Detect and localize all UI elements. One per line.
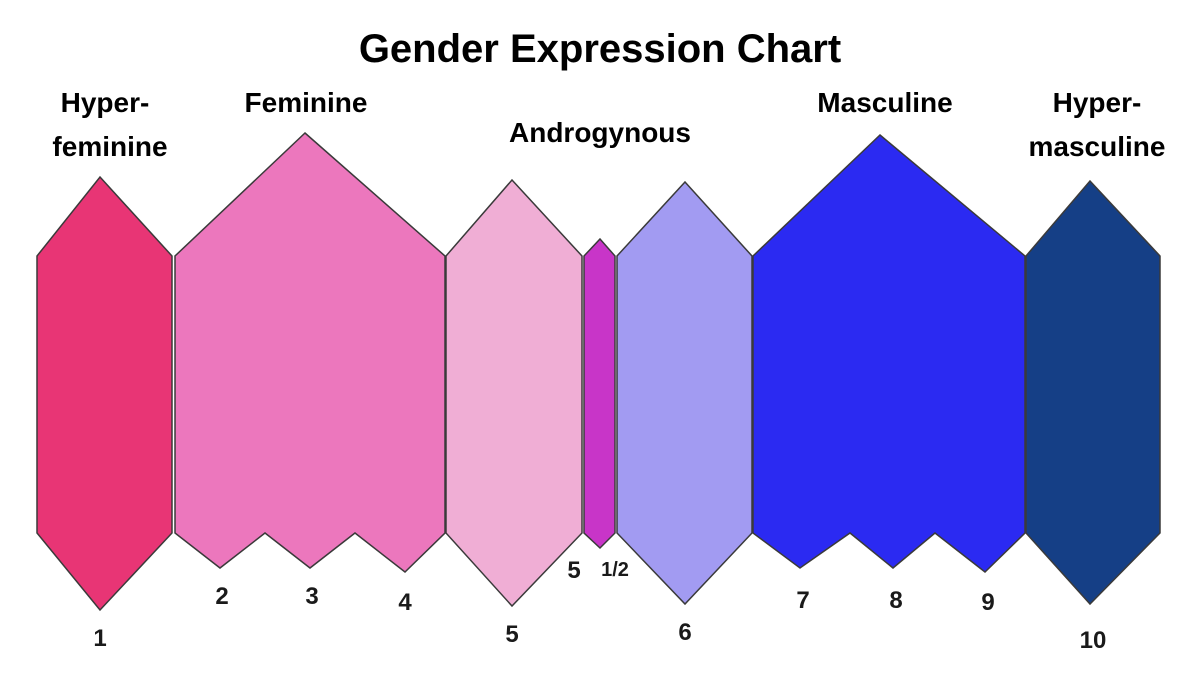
scale-label-2: 2 <box>215 583 228 610</box>
scale-label-3: 3 <box>305 583 318 610</box>
scale-label-5: 5 <box>505 621 518 648</box>
androgynous-center-shape <box>583 237 616 550</box>
scale-label-4: 4 <box>398 589 412 616</box>
heading-hyper-feminine-line1: Hyper- <box>61 87 150 118</box>
heading-hyper-masculine-line1: Hyper- <box>1053 87 1142 118</box>
masculine-shape <box>752 133 1026 573</box>
scale-label-10: 10 <box>1080 627 1107 654</box>
scale-label-6: 6 <box>678 619 691 646</box>
scale-label-7: 7 <box>796 587 809 614</box>
scale-label-5-half-whole: 5 <box>567 557 580 584</box>
heading-hyper-masculine-line2: masculine <box>1029 131 1166 162</box>
scale-label-1: 1 <box>93 625 106 652</box>
hyper-masculine-shape <box>1025 179 1161 606</box>
heading-androgynous: Androgynous <box>509 117 691 148</box>
scale-label-8: 8 <box>889 587 902 614</box>
hyper-feminine-shape <box>36 175 173 612</box>
diagram-title: Gender Expression Chart <box>359 27 841 71</box>
scale-label-5-half-fraction: 1/2 <box>601 559 629 581</box>
androgynous-feminine-shape <box>445 178 583 608</box>
feminine-shape <box>174 131 446 573</box>
heading-feminine: Feminine <box>245 87 368 118</box>
heading-hyper-feminine-line2: feminine <box>52 131 167 162</box>
scale-label-9: 9 <box>981 589 994 616</box>
heading-masculine: Masculine <box>817 87 952 118</box>
androgynous-masculine-shape <box>616 180 753 606</box>
